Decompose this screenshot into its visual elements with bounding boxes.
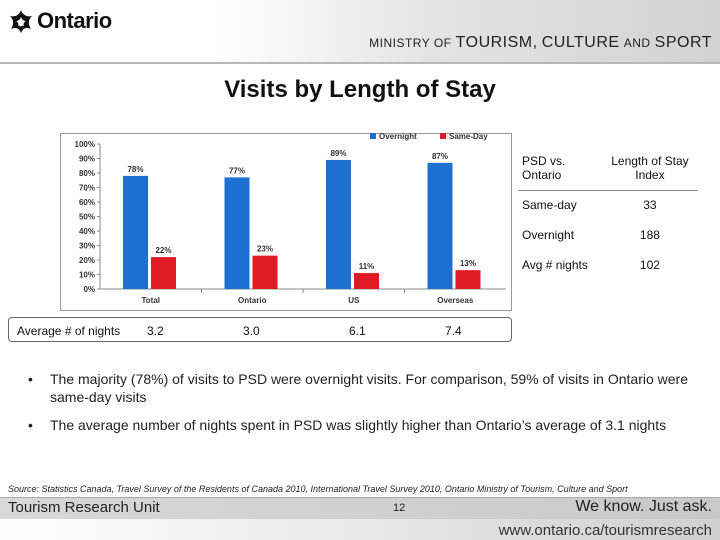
trillium-icon: [10, 10, 32, 33]
ministry-separator: ,: [532, 34, 538, 51]
ministry-part-culture: CULTURE: [541, 34, 620, 51]
slide-title: Visits by Length of Stay: [224, 76, 496, 103]
x-tick-label: US: [348, 296, 360, 305]
data-label: 23%: [257, 245, 273, 254]
data-label: 11%: [359, 262, 375, 271]
bar-overnight: [427, 162, 453, 289]
data-label: 77%: [229, 166, 245, 175]
avg-nights-row: Average # of nights 3.2 3.0 6.1 7.4: [8, 317, 512, 342]
bar-same-day: [455, 270, 481, 289]
table-cell: 33: [643, 198, 657, 213]
ministry-prefix: MINISTRY OF: [369, 36, 452, 50]
table-cell: Avg # nights: [522, 258, 588, 272]
footer-bar: Tourism Research Unit 12 We know. Just a…: [0, 497, 720, 519]
y-tick-label: 40%: [79, 227, 95, 236]
bullet-text: The average number of nights spent in PS…: [50, 417, 667, 433]
bar-same-day: [252, 255, 278, 289]
footer-url: www.ontario.ca/tourismresearch: [498, 522, 712, 539]
x-tick-label: Total: [141, 296, 160, 305]
legend-label: Same-Day: [449, 132, 488, 141]
bullet-list: • The majority (78%) of visits to PSD we…: [28, 370, 698, 444]
bullet-marker: •: [28, 417, 33, 433]
x-tick-label: Overseas: [437, 296, 474, 305]
ministry-part-sport: SPORT: [654, 34, 712, 51]
legend-label: Overnight: [379, 132, 417, 141]
table-cell: Same-day: [522, 198, 577, 213]
ministry-title: MINISTRY OF TOURISM, CULTURE AND SPORT: [369, 34, 712, 52]
table-cell: Overnight: [522, 228, 575, 242]
table-header-row: PSD vs. Ontario Length of Stay Index: [518, 146, 698, 191]
footer-url-bar: www.ontario.ca/tourismresearch: [0, 519, 720, 540]
y-tick-label: 20%: [79, 256, 95, 265]
y-tick-label: 30%: [79, 242, 95, 251]
table-header-cell: PSD vs. Ontario: [518, 146, 602, 191]
header-bar: [0, 0, 720, 62]
header-divider: [0, 62, 720, 64]
bar-same-day: [354, 273, 379, 289]
bullet-marker: •: [28, 371, 33, 387]
bar-overnight: [326, 159, 351, 289]
footer-unit: Tourism Research Unit: [8, 499, 160, 516]
ontario-logo: Ontario: [8, 8, 112, 34]
footer-tagline: We know. Just ask.: [575, 498, 712, 515]
y-tick-label: 90%: [79, 155, 95, 164]
y-tick-label: 80%: [79, 169, 95, 178]
length-of-stay-index-table: PSD vs. Ontario Length of Stay Index Sam…: [518, 146, 698, 280]
y-tick-label: 100%: [75, 140, 95, 149]
table-row: Avg # nights 102: [518, 250, 698, 280]
data-label: 87%: [432, 152, 448, 161]
table-cell: 102: [639, 258, 660, 272]
bullet-item: • The majority (78%) of visits to PSD we…: [28, 370, 698, 406]
page-number: 12: [393, 502, 406, 514]
bar-same-day: [151, 257, 176, 289]
y-tick-label: 0%: [83, 285, 95, 294]
y-tick-label: 60%: [79, 198, 95, 207]
data-label: 22%: [155, 246, 171, 255]
avg-nights-total: 3.2: [147, 324, 164, 338]
data-label: 89%: [330, 149, 346, 158]
y-tick-label: 10%: [79, 271, 95, 280]
avg-nights-label: Average # of nights: [17, 324, 121, 338]
data-label: 13%: [460, 259, 476, 268]
ministry-and: AND: [623, 36, 651, 50]
avg-nights-us: 6.1: [349, 324, 366, 338]
table-row: Same-day 33: [518, 190, 698, 220]
x-tick-label: Ontario: [238, 296, 267, 305]
bullet-text: The majority (78%) of visits to PSD were…: [50, 371, 688, 405]
avg-nights-overseas: 7.4: [445, 324, 462, 338]
y-tick-label: 50%: [79, 213, 95, 222]
source-note: Source: Statistics Canada, Travel Survey…: [8, 484, 628, 494]
table-cell: 188: [639, 228, 660, 242]
data-label: 78%: [127, 165, 143, 174]
legend-swatch: [440, 133, 446, 139]
ministry-part-tourism: TOURISM: [455, 34, 533, 51]
table-header-cell: Length of Stay Index: [601, 146, 698, 191]
logo-wordmark: Ontario: [37, 8, 112, 33]
legend-swatch: [370, 133, 376, 139]
bullet-item: • The average number of nights spent in …: [28, 416, 698, 434]
y-tick-label: 70%: [79, 184, 95, 193]
bar-overnight: [123, 175, 148, 289]
table-row: Overnight 188: [518, 220, 698, 250]
bar-overnight: [224, 177, 250, 289]
avg-nights-ontario: 3.0: [243, 324, 260, 338]
